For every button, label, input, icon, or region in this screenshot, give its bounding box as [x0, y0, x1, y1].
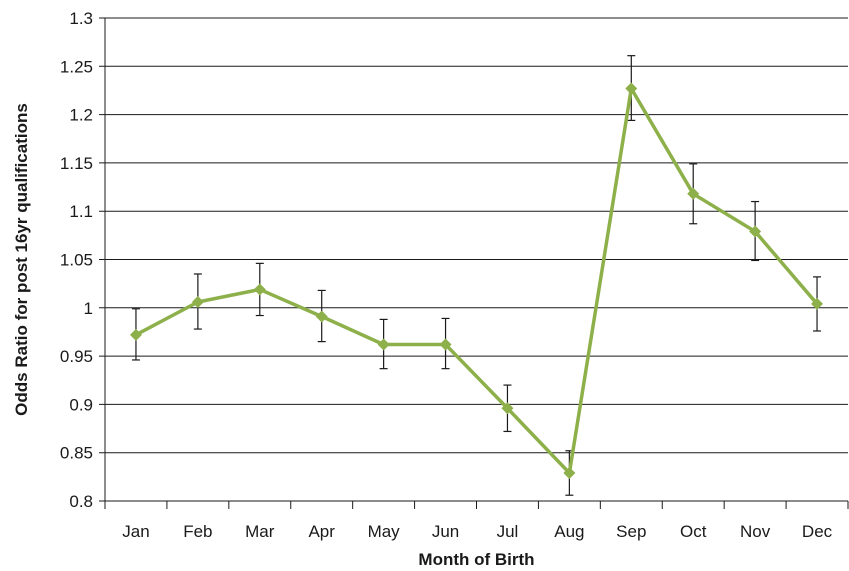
data-point-marker: [625, 82, 638, 95]
data-point-marker: [749, 225, 762, 238]
data-point-marker: [315, 310, 328, 323]
x-axis-title: Month of Birth: [418, 550, 534, 569]
data-point-marker: [439, 338, 452, 351]
series-line: [135, 86, 819, 475]
data-point-marker: [377, 338, 390, 351]
data-point-marker: [253, 283, 266, 296]
x-tick-label: Dec: [802, 522, 833, 541]
y-tick-label: 1.05: [60, 251, 93, 270]
x-tick-label: Sep: [616, 522, 646, 541]
x-tick-label: Mar: [245, 522, 275, 541]
x-tick-label: Jun: [432, 522, 459, 541]
y-tick-label: 1.1: [69, 202, 93, 221]
data-point-marker: [687, 187, 700, 200]
y-tick-label: 1.2: [69, 106, 93, 125]
x-tick-label: Jan: [122, 522, 149, 541]
data-series: [129, 82, 824, 479]
y-tick-label: 1.25: [60, 57, 93, 76]
x-tick-label: May: [368, 522, 401, 541]
y-axis-tick-labels: 0.8 0.85 0.9 0.95 1 1.05 1.1 1.15 1.2 1.25 1.3: [60, 9, 93, 511]
y-tick-label: 1.15: [60, 154, 93, 173]
y-axis-title: Odds Ratio for post 16yr qualifications: [12, 103, 31, 416]
data-point-marker: [501, 402, 514, 415]
x-tick-label: Jul: [497, 522, 519, 541]
data-point-marker: [191, 296, 204, 309]
x-tick-label: Nov: [740, 522, 771, 541]
y-tick-label: 0.95: [60, 347, 93, 366]
data-point-marker: [811, 297, 824, 310]
y-tick-label: 1: [84, 299, 93, 318]
gridlines: [99, 17, 848, 502]
x-tick-label: Apr: [308, 522, 335, 541]
error-bars: [131, 55, 822, 496]
axes: [104, 18, 849, 509]
data-point-marker: [129, 328, 142, 341]
y-tick-label: 0.9: [69, 395, 93, 414]
y-tick-label: 0.85: [60, 444, 93, 463]
data-point-marker: [563, 466, 576, 479]
y-tick-label: 1.3: [69, 9, 93, 28]
x-tick-label: Oct: [680, 522, 707, 541]
x-tick-label: Feb: [183, 522, 212, 541]
x-axis-tick-labels: Jan Feb Mar Apr May Jun Jul Aug Sep Oct Nov Dec: [122, 522, 832, 541]
x-tick-label: Aug: [554, 522, 584, 541]
y-tick-label: 0.8: [69, 492, 93, 511]
